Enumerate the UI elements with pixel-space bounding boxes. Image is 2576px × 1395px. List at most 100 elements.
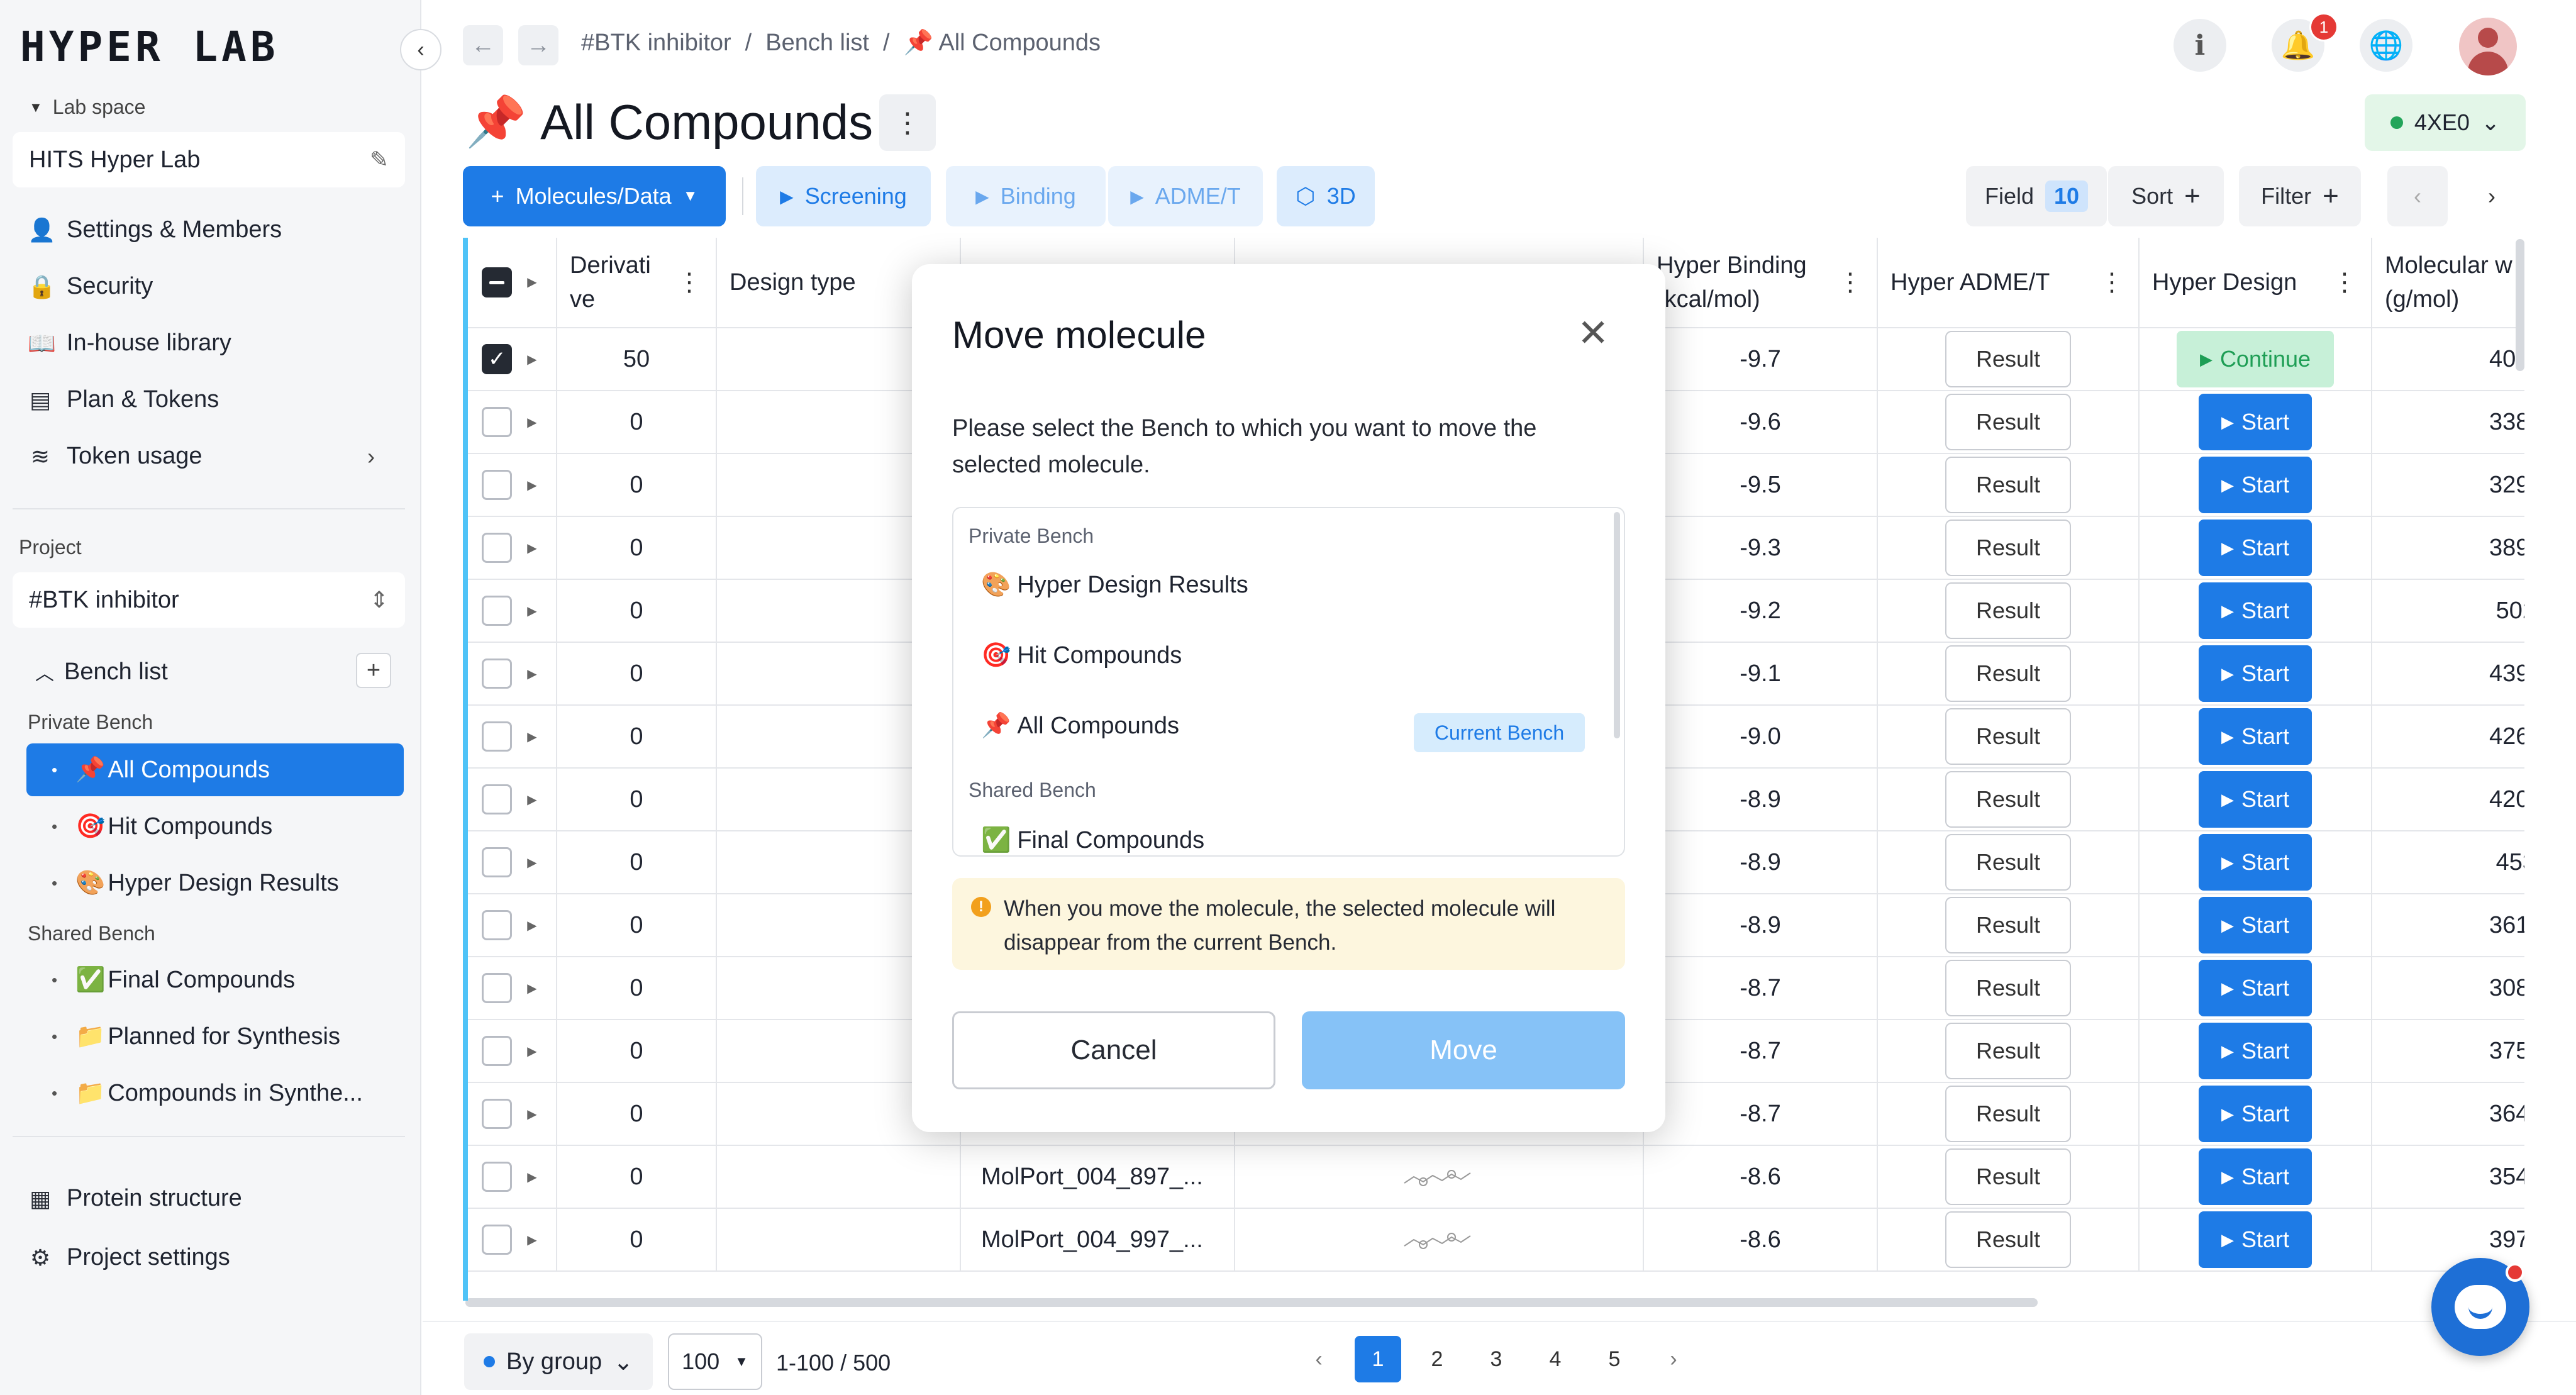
start-design-button[interactable]: ▶ Start	[2199, 897, 2312, 953]
sidebar-bench-compounds-in-synthesis[interactable]: • 📁 Compounds in Synthe...	[26, 1067, 404, 1120]
close-button[interactable]: ✕	[1577, 314, 1609, 352]
row-checkbox[interactable]	[482, 533, 513, 563]
breadcrumb-bench-list[interactable]: Bench list	[765, 29, 869, 56]
molecule-structure-thumbnail[interactable]	[1398, 1158, 1480, 1196]
row-checkbox[interactable]	[482, 1225, 513, 1255]
page-button-4[interactable]: 4	[1549, 1347, 1562, 1371]
project-selector[interactable]: #BTK inhibitor ⇕	[13, 572, 405, 628]
header-hyper-design[interactable]: Hyper Design ⋮	[2140, 238, 2372, 327]
expand-row-icon[interactable]: ▶	[527, 667, 537, 681]
start-design-button[interactable]: ▶ Start	[2199, 520, 2312, 576]
molecules-data-button[interactable]: + Molecules/Data ▼	[463, 166, 726, 226]
avatar[interactable]	[2459, 18, 2517, 75]
cancel-button[interactable]: Cancel	[952, 1011, 1275, 1089]
page-button-2[interactable]: 2	[1431, 1347, 1443, 1371]
kebab-icon[interactable]: ⋮	[1838, 269, 1863, 296]
horizontal-scrollbar[interactable]	[465, 1298, 2038, 1307]
header-molecular-weight[interactable]: Molecular w (g/mol)	[2372, 238, 2524, 327]
kebab-icon[interactable]: ⋮	[2332, 269, 2357, 296]
table-row[interactable]: ▶ 0 -8.9 Result ▶ Start 453	[463, 831, 2524, 894]
header-derivative[interactable]: Derivati ve ⋮	[557, 238, 717, 327]
start-design-button[interactable]: ▶ Start	[2199, 708, 2312, 765]
admet-result-button[interactable]: Result	[1945, 897, 2071, 953]
header-hyper-binding[interactable]: Hyper Binding (kcal/mol) ⋮	[1644, 238, 1878, 327]
pencil-icon[interactable]: ✎	[369, 147, 389, 172]
page-button-1[interactable]: 1	[1355, 1336, 1401, 1382]
expand-row-icon[interactable]: ▶	[527, 730, 537, 744]
scroll-left-button[interactable]: ‹	[2387, 166, 2448, 226]
binding-button[interactable]: ▶ Binding	[946, 166, 1106, 226]
start-design-button[interactable]: ▶ Start	[2199, 582, 2312, 639]
start-design-button[interactable]: ▶ Start	[2199, 834, 2312, 891]
forward-button[interactable]: →	[518, 25, 558, 65]
page-menu-button[interactable]: ⋮	[879, 94, 936, 151]
start-design-button[interactable]: ▶ Start	[2199, 960, 2312, 1016]
prev-page-button[interactable]: ‹	[1296, 1336, 1342, 1382]
start-design-button[interactable]: ▶ Start	[2199, 457, 2312, 513]
sidebar-bench-hit-compounds[interactable]: • 🎯 Hit Compounds	[26, 800, 404, 853]
workspace-selector[interactable]: HITS Hyper Lab ✎	[13, 132, 405, 187]
sidebar-bench-all-compounds[interactable]: • 📌 All Compounds	[26, 743, 404, 796]
expand-row-icon[interactable]: ▶	[527, 1044, 537, 1059]
expand-row-icon[interactable]: ▶	[527, 478, 537, 492]
admet-result-button[interactable]: Result	[1945, 708, 2071, 765]
sort-button[interactable]: Sort +	[2108, 166, 2224, 226]
row-checkbox[interactable]	[482, 470, 513, 500]
row-checkbox[interactable]	[482, 973, 513, 1003]
expand-row-icon[interactable]: ▶	[527, 981, 537, 996]
table-row[interactable]: ▶ 0 MolPort_004_997_... -8.6 Result ▶ Start 397…	[463, 1209, 2524, 1272]
table-row[interactable]: ▶ 0 -9.0 Result ▶ Start 426.	[463, 706, 2524, 769]
bench-list-toggle[interactable]: ︿ Bench list	[35, 658, 168, 686]
lab-space-toggle[interactable]: ▼ Lab space	[29, 96, 145, 119]
target-selector[interactable]: 4XE0 ⌄	[2365, 94, 2526, 151]
vertical-scrollbar[interactable]	[2516, 239, 2524, 371]
header-hyper-admet[interactable]: Hyper ADME/T ⋮	[1878, 238, 2140, 327]
page-size-select[interactable]: 100 ▼	[668, 1333, 762, 1390]
admet-result-button[interactable]: Result	[1945, 645, 2071, 702]
group-by-button[interactable]: By group ⌄	[464, 1333, 653, 1390]
table-row[interactable]: ▶ 0 -8.7 Result ▶ Start 364.	[463, 1083, 2524, 1146]
start-design-button[interactable]: ▶ Start	[2199, 1211, 2312, 1268]
table-row[interactable]: ▶ 0 MolPort_004_897_... -8.6 Result ▶ Start 354…	[463, 1146, 2524, 1209]
field-button[interactable]: Field 10	[1966, 166, 2107, 226]
start-design-button[interactable]: ▶ Start	[2199, 1086, 2312, 1142]
row-checkbox[interactable]	[482, 596, 513, 626]
expand-row-icon[interactable]: ▶	[527, 415, 537, 430]
bench-option-hyper-design-results[interactable]: 🎨 Hyper Design Results	[981, 571, 1248, 599]
bench-list-scrollbar[interactable]	[1614, 512, 1620, 738]
add-bench-button[interactable]: +	[356, 653, 391, 688]
sidebar-item-project-settings[interactable]: ⚙ Project settings	[28, 1244, 230, 1271]
expand-row-icon[interactable]: ▶	[527, 604, 537, 618]
kebab-icon[interactable]: ⋮	[677, 269, 702, 296]
row-checkbox[interactable]	[482, 1162, 513, 1192]
sidebar-item-token-usage[interactable]: ≋ Token usage ›	[28, 443, 405, 470]
admet-result-button[interactable]: Result	[1945, 520, 2071, 576]
language-button[interactable]: 🌐	[2360, 19, 2412, 72]
sidebar-item-plan-tokens[interactable]: ▤ Plan & Tokens	[28, 386, 219, 413]
row-checkbox[interactable]	[482, 784, 513, 814]
sidebar-item-settings-members[interactable]: 👤 Settings & Members	[28, 216, 282, 243]
back-button[interactable]: ←	[463, 25, 503, 65]
row-checkbox[interactable]	[482, 1099, 513, 1129]
info-button[interactable]: ℹ	[2174, 19, 2226, 72]
row-checkbox[interactable]	[482, 721, 513, 752]
breadcrumb-project[interactable]: #BTK inhibitor	[581, 29, 731, 56]
expand-row-icon[interactable]: ▶	[527, 792, 537, 807]
row-checkbox[interactable]	[482, 407, 513, 437]
admet-result-button[interactable]: Result	[1945, 457, 2071, 513]
admet-result-button[interactable]: Result	[1945, 834, 2071, 891]
sidebar-bench-final-compounds[interactable]: • ✅ Final Compounds	[26, 953, 404, 1006]
admet-result-button[interactable]: Result	[1945, 771, 2071, 828]
expand-row-icon[interactable]: ▶	[527, 918, 537, 933]
table-row[interactable]: ▶ 0 -9.5 Result ▶ Start 329.	[463, 454, 2524, 517]
expand-row-icon[interactable]: ▶	[527, 1170, 537, 1184]
row-checkbox[interactable]	[482, 847, 513, 877]
admet-result-button[interactable]: Result	[1945, 960, 2071, 1016]
table-row[interactable]: ▶ 0 -9.6 Result ▶ Start 338.	[463, 391, 2524, 454]
start-design-button[interactable]: ▶ Start	[2199, 645, 2312, 702]
page-button-5[interactable]: 5	[1608, 1347, 1621, 1371]
page-button-3[interactable]: 3	[1490, 1347, 1502, 1371]
scroll-right-button[interactable]: ›	[2462, 166, 2522, 226]
row-checkbox[interactable]	[482, 910, 513, 940]
admet-result-button[interactable]: Result	[1945, 1023, 2071, 1079]
